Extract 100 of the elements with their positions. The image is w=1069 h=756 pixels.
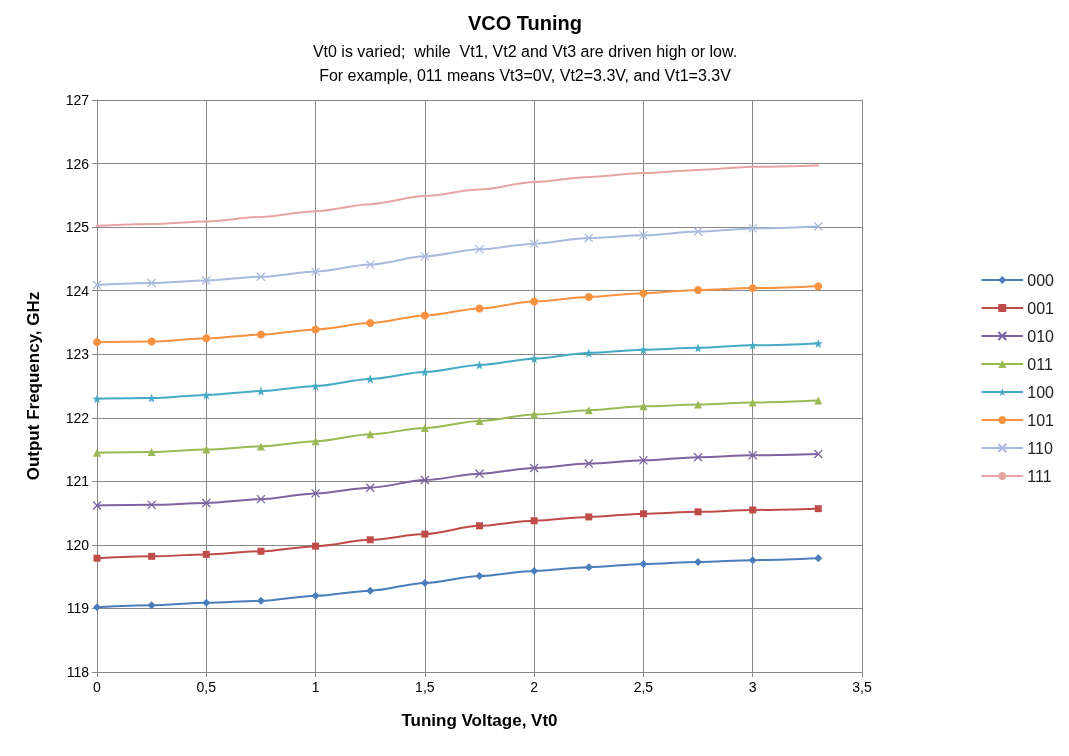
point	[639, 289, 648, 298]
point	[148, 552, 156, 560]
point	[638, 230, 649, 241]
point	[421, 530, 429, 538]
point	[256, 330, 265, 339]
point	[201, 390, 211, 400]
point	[257, 547, 265, 555]
point	[749, 506, 757, 514]
point	[585, 513, 593, 521]
point	[310, 266, 321, 277]
point	[366, 586, 375, 595]
point	[529, 238, 539, 249]
point	[584, 458, 594, 469]
point	[814, 505, 822, 513]
point	[202, 334, 211, 343]
point	[201, 275, 211, 286]
point	[639, 510, 647, 518]
point	[201, 498, 211, 508]
point	[147, 337, 156, 346]
point	[530, 297, 539, 306]
legend-label: 001	[1027, 299, 1055, 317]
line-series	[96, 164, 820, 227]
point	[748, 284, 757, 293]
y-tick-label: 124	[65, 282, 90, 299]
x-tick-label: 3,5	[852, 679, 872, 695]
point	[202, 445, 211, 454]
y-tick-label: 123	[65, 346, 90, 363]
y-tick-label: 118	[66, 664, 90, 680]
point	[420, 579, 429, 588]
point	[813, 449, 823, 459]
point	[475, 304, 484, 313]
x-tick-label: 1,5	[415, 679, 435, 695]
point	[366, 536, 374, 544]
x-tick-label: 0	[93, 679, 102, 695]
point	[311, 325, 320, 334]
point	[310, 488, 321, 499]
point	[529, 463, 539, 473]
point	[584, 293, 593, 302]
point	[530, 410, 539, 419]
point	[365, 259, 375, 270]
x-tick-label: 3	[748, 679, 757, 695]
point	[202, 550, 210, 558]
point	[693, 452, 703, 462]
point	[814, 554, 823, 563]
point	[638, 455, 649, 466]
point	[311, 437, 320, 446]
legend-label: 011	[1027, 355, 1053, 373]
point	[638, 345, 648, 355]
point	[146, 278, 157, 288]
point	[365, 374, 375, 384]
point	[147, 601, 156, 610]
point	[420, 367, 430, 377]
x-tick-label: 2,5	[633, 679, 654, 695]
point	[366, 319, 375, 328]
x-tick-label: 0,5	[196, 679, 217, 695]
point	[814, 396, 823, 405]
y-tick-label: 122	[65, 409, 90, 426]
legend-label: 100	[1027, 383, 1055, 401]
point	[311, 381, 321, 391]
chart-subtitle: Vt0 is varied; while Vt1, Vt2 and Vt3 are driven high or low. For example, 011 means Vt3=0V, Vt2=3.3V, and Vt1=3.3V	[312, 42, 738, 84]
x-tick-label: 2	[530, 679, 539, 695]
point	[92, 500, 102, 511]
point	[639, 559, 648, 568]
point	[420, 251, 430, 261]
point	[93, 554, 101, 562]
point	[475, 360, 484, 370]
point	[202, 598, 211, 607]
point	[311, 591, 320, 600]
point	[365, 483, 375, 493]
y-tick-label: 120	[65, 536, 90, 553]
point	[748, 340, 758, 350]
point	[530, 517, 538, 525]
point	[146, 500, 157, 510]
legend-label: 101	[1027, 411, 1055, 429]
point	[474, 244, 485, 255]
point	[748, 398, 757, 407]
point	[420, 423, 429, 432]
y-axis-title: Output Frequency, GHz	[24, 291, 43, 481]
point	[256, 272, 266, 282]
point	[694, 286, 703, 295]
point	[475, 572, 484, 581]
point	[748, 450, 758, 460]
point	[814, 282, 823, 291]
point	[476, 522, 483, 530]
point	[147, 448, 156, 457]
point	[256, 494, 266, 504]
point	[813, 221, 823, 232]
y-tick-label: 121	[65, 473, 90, 490]
point	[639, 402, 648, 411]
point	[748, 556, 757, 565]
legend-label: 110	[1027, 439, 1053, 457]
x-tick-label: 1	[311, 679, 320, 695]
point	[256, 596, 265, 605]
point	[584, 233, 594, 243]
y-tick-label: 127	[65, 92, 90, 108]
y-tick-label: 126	[65, 155, 90, 172]
point	[584, 348, 594, 358]
chart-title: VCO Tuning	[467, 12, 583, 34]
point	[584, 563, 593, 572]
point	[420, 311, 429, 320]
